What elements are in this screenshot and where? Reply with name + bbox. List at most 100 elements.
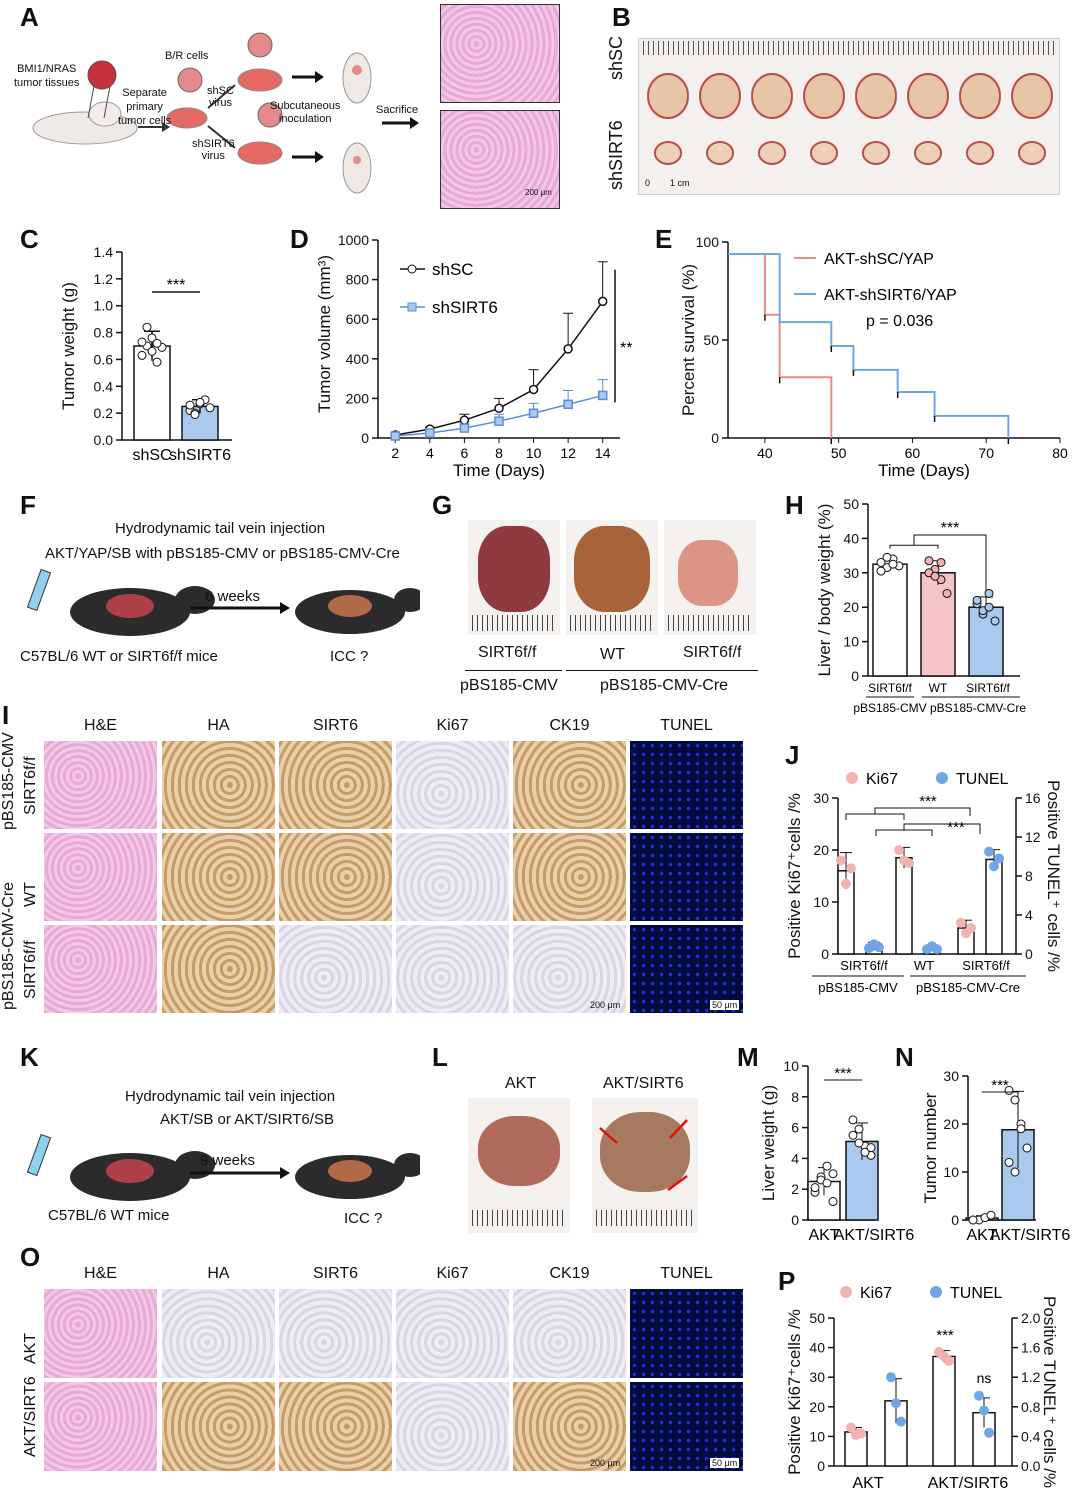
ihc-image [279,833,392,921]
panel-label-g: G [432,490,453,520]
he-image-shsirt6 [440,110,560,209]
ihc-image [513,833,626,921]
p-point [974,1390,984,1401]
h-y-tick-label: 40 [843,530,859,546]
e-x-tick-label: 60 [905,445,921,461]
tumor-shsirt6 [914,141,942,165]
j-group: pBS185-CMV-Cre [916,980,1020,995]
ihc-image [630,1382,743,1471]
label-b-shsirt6: shSIRT6 [606,120,626,190]
g-g2: pBS185-CMV-Cre [600,677,729,694]
h-bar [872,563,908,677]
c-sig: *** [167,277,186,294]
j-sig: *** [919,793,937,810]
n-y-tick-label: 0 [951,1212,959,1228]
p-y-tick-label: 10 [809,1428,825,1444]
ihc-image [279,1289,392,1378]
c-point [147,333,157,343]
chart-d: 0 200 400 600 800 1000 2 4 6 8 10 12 14 Tumor volume … [315,232,632,480]
ihc-col-label: SIRT6 [312,717,359,734]
p-legend-marker [930,1286,942,1298]
liver-icon [328,595,372,617]
cells-icon [247,32,273,58]
ihc-image [44,925,157,1013]
d-x-tick-label: 6 [461,445,469,461]
h-point [924,556,934,566]
n-category: AKT [966,1227,997,1244]
liver-photo-1 [468,520,560,635]
p-y2-tick-label: 0.8 [1021,1399,1041,1415]
red-arrows [599,1119,688,1192]
label-subq: Subcutaneous inoculation [270,100,341,125]
g-divider [566,670,758,671]
ihc-col-label: TUNEL [660,717,713,734]
tumor-shsirt6 [654,141,682,165]
p-legend-label: Ki67 [860,1285,892,1302]
o-scale2: 50 μm [710,1458,740,1468]
j-cat: WT [914,958,934,973]
label-shsc-virus: shSC virus [207,85,234,109]
ihc-image [279,741,392,829]
tumor-shsc [907,73,949,119]
liver-icon [106,594,154,618]
p-legend-marker [840,1286,852,1298]
d-x-tick-label: 14 [595,445,611,461]
liver-icon [328,1160,372,1182]
d-point [459,423,470,433]
j-sig-bracket [875,823,981,836]
tumor-shsirt6 [810,141,838,165]
h-point [984,588,994,598]
j-group: pBS185-CMV [818,980,898,995]
j-point [932,944,942,955]
e-x-tick-label: 40 [757,445,773,461]
ihc-row-label: AKT [22,1332,39,1364]
c-point [137,350,147,360]
d-point [425,428,435,438]
ihc-row-label: WT [22,882,39,907]
m-y-tick-label: 4 [791,1150,799,1166]
c-y-tick-label: 0.4 [94,378,114,394]
c-point [152,357,162,367]
h-sig: *** [941,520,960,537]
ihc-col-label: H&E [84,1265,117,1282]
p-y2-tick-label: 0.0 [1021,1458,1041,1474]
m-point [828,1169,838,1179]
panel-label-p: P [778,1266,796,1296]
j-cat: SIRT6f/f [840,958,888,973]
ihc-row-label: SIRT6f/f [22,756,39,815]
i-group1: pBS185-CMV [0,732,17,830]
j-point [904,858,914,868]
d-legend-marker [407,264,417,274]
h-cat: SIRT6f/f [868,681,912,695]
label-b-shsc: shSC [606,35,626,80]
ruler-icon [643,41,1055,55]
ihc-col-label: CK19 [549,1265,590,1282]
d-y-tick-label: 600 [346,311,370,327]
h-point [930,571,940,581]
label-br-cells: B/R cells [165,50,209,62]
h-point [984,602,994,612]
h-point [936,557,946,567]
c-category: shSC [132,447,171,464]
n-point [1022,1143,1032,1153]
panel-label-d: D [290,224,309,254]
e-x-tick-label: 80 [1052,445,1068,461]
m-point [854,1138,864,1148]
d-ylabel: Tumor volume (mm³) [315,255,334,413]
g-divider [465,670,562,671]
c-point [185,400,195,410]
ihc-col-label: H&E [84,717,117,734]
d-point [459,415,470,425]
panel-label-j: J [785,740,800,770]
p-y2-tick-label: 1.6 [1021,1340,1041,1356]
h-group: pBS185-CMV [853,701,926,715]
d-legend-marker [407,302,417,312]
j-legend-label: TUNEL [956,771,1009,788]
ihc-image [162,833,275,921]
p-y2-tick-label: 0.4 [1021,1428,1041,1444]
ihc-image [279,1382,392,1471]
d-xlabel: Time (Days) [453,461,545,480]
chart-h: 0 10 20 30 40 50 Liver / body weight (%) SIRT6f… [815,496,1026,715]
m-y-tick-label: 0 [791,1212,799,1228]
